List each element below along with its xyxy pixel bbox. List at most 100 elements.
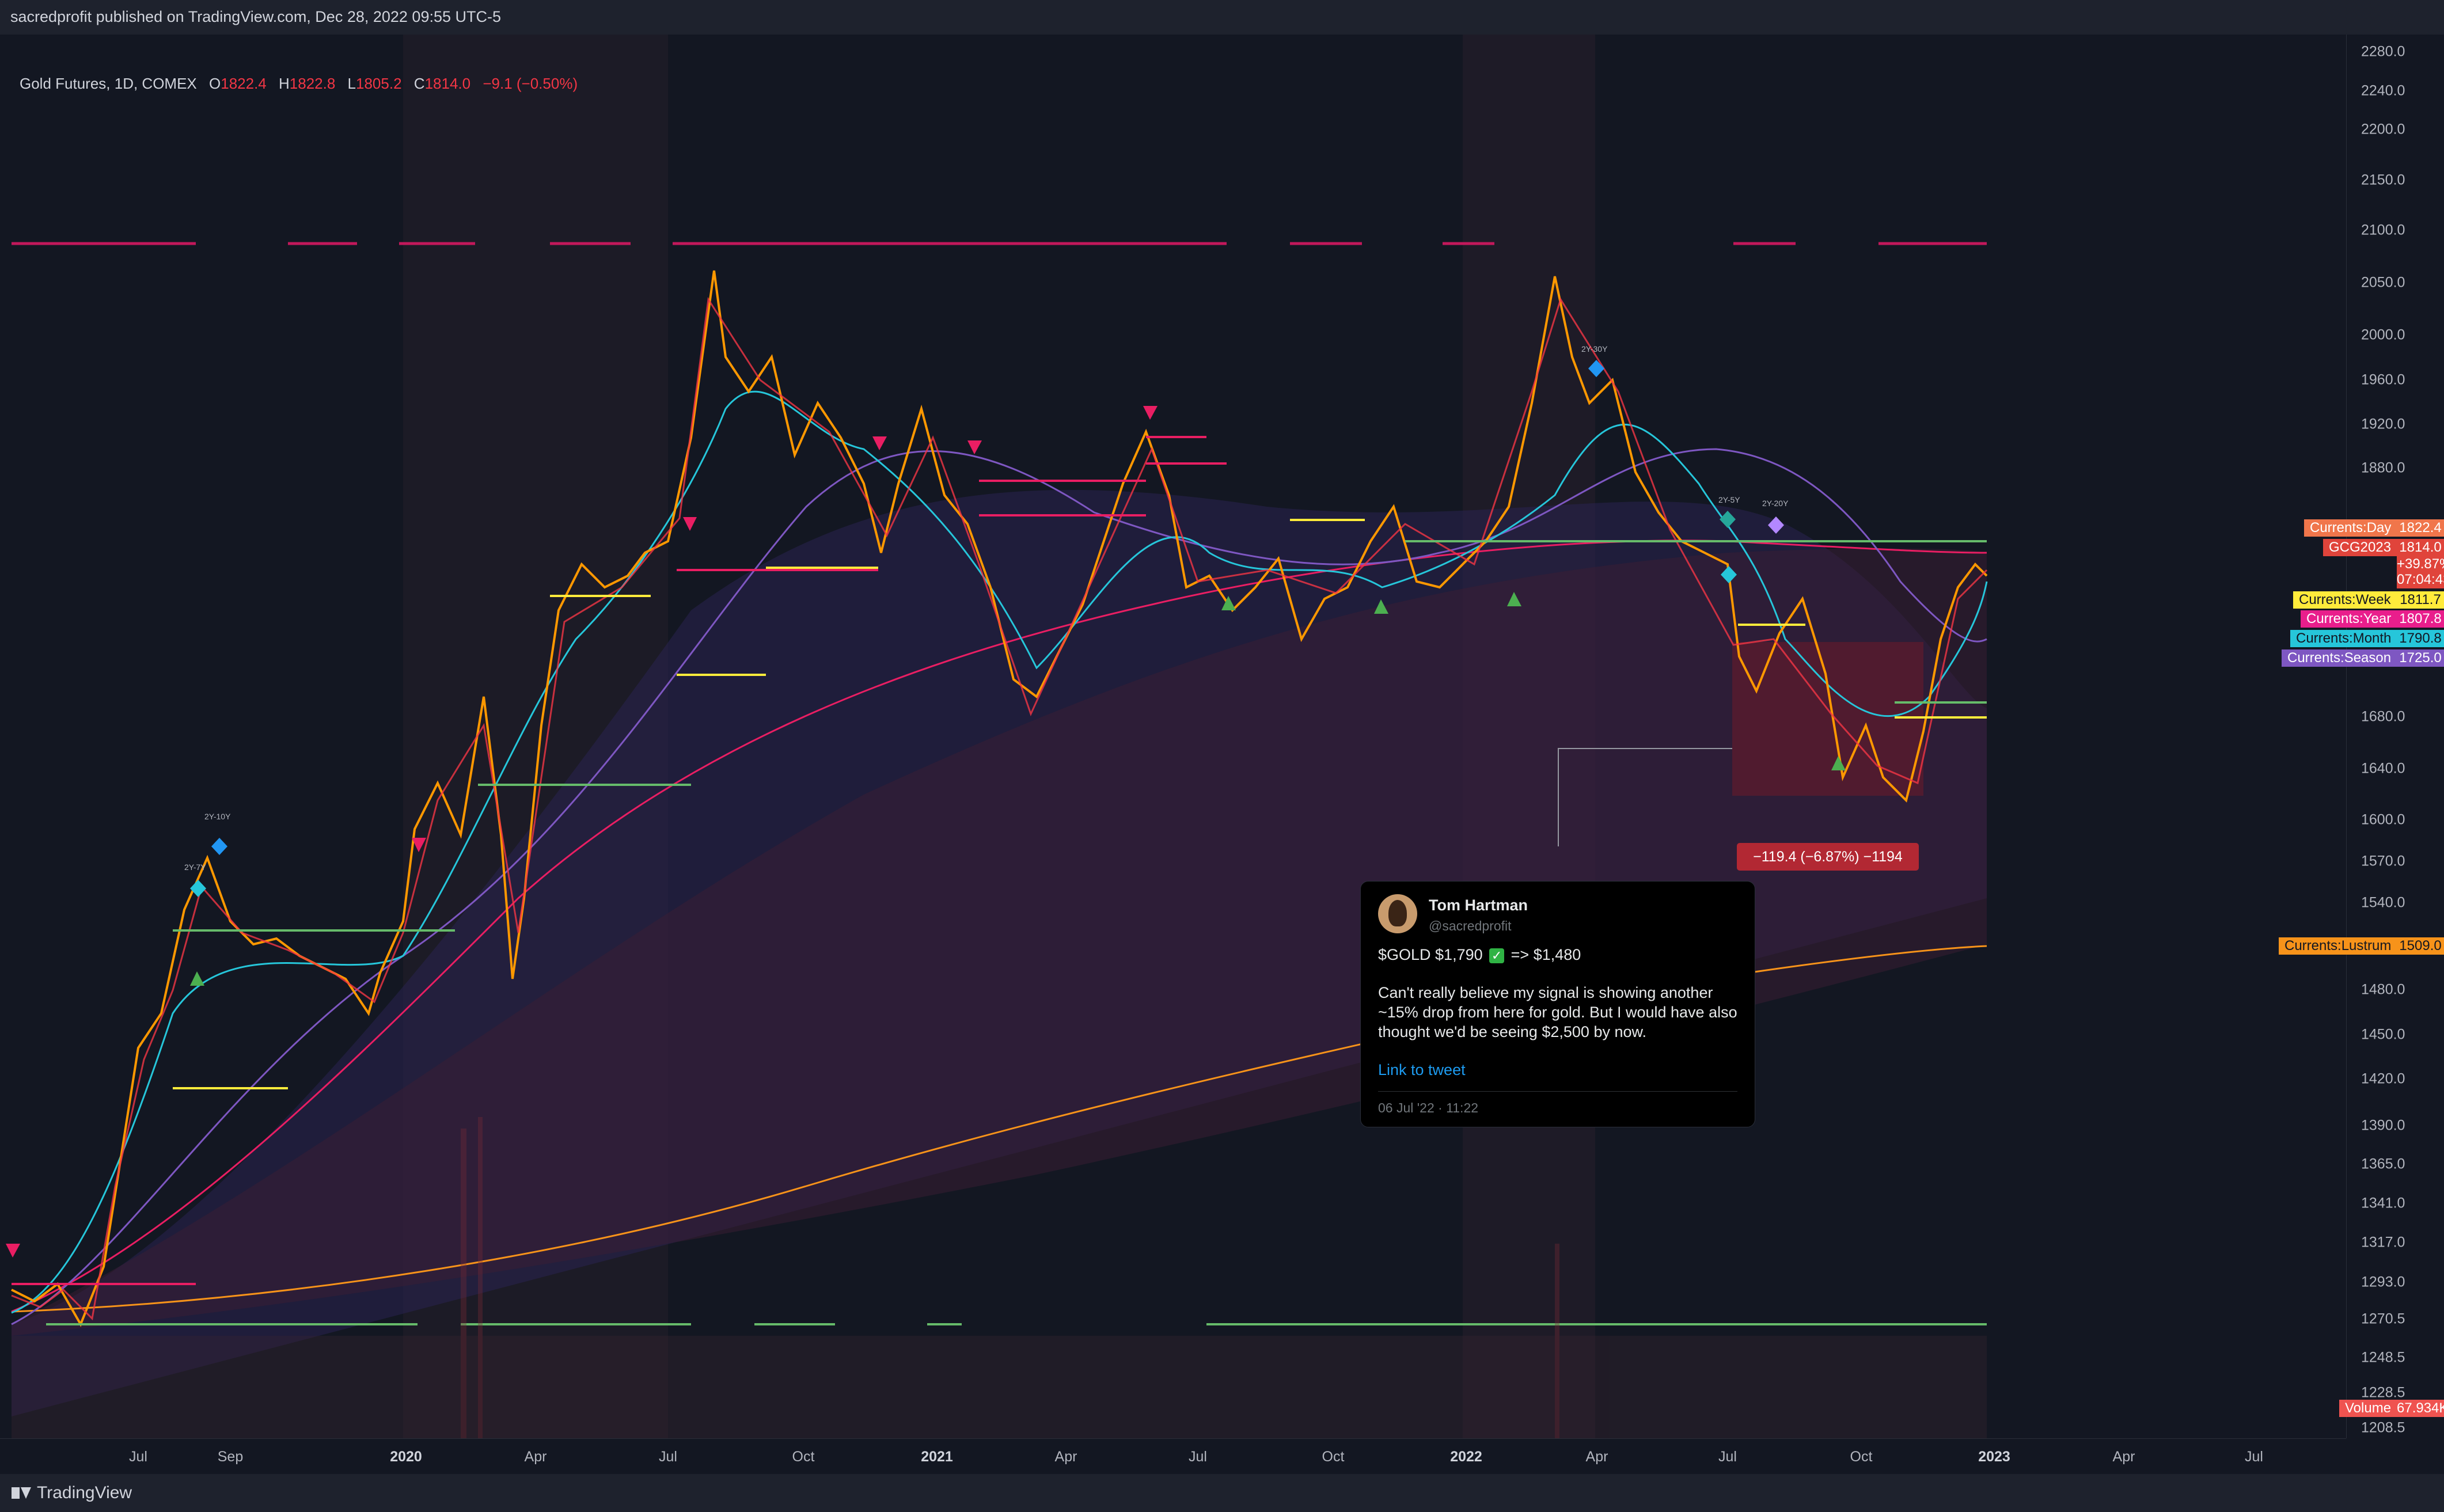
price-tick-label: 2280.0 (2361, 43, 2405, 60)
price-tick-label: 1600.0 (2361, 811, 2405, 828)
price-tick-label: 2000.0 (2361, 326, 2405, 343)
price-axis[interactable] (2346, 35, 2444, 1438)
marker-label: 2Y-30Y (1581, 344, 1608, 354)
indicator-value: 1790.8 (2397, 630, 2444, 647)
indicator-name: Currents:Lustrum (2279, 937, 2397, 955)
tweet-headline: $GOLD $1,790 ✓ => $1,480 (1378, 946, 1581, 963)
marker-triangle-down (683, 517, 697, 531)
indicator-name: Currents:Month (2290, 630, 2397, 647)
time-tick-label: 2020 (390, 1449, 422, 1465)
price-tick-label: 1640.0 (2361, 760, 2405, 776)
price-tick-label: 2100.0 (2361, 222, 2405, 238)
marker-label: 2Y-5Y (1718, 495, 1740, 504)
signal-markers (6, 360, 1846, 1258)
marker-triangle-down (1143, 406, 1158, 420)
time-tick-label: Jul (2245, 1449, 2263, 1465)
marker-diamond (211, 838, 227, 855)
price-chart[interactable] (0, 35, 2346, 1438)
time-tick-label: 2023 (1978, 1449, 2010, 1465)
marker-label: 2Y-7Y (184, 863, 206, 872)
price-tick-label: 2150.0 (2361, 172, 2405, 188)
price-tick-label: 1450.0 (2361, 1026, 2405, 1042)
indicator-name: Volume (2339, 1400, 2397, 1417)
marker-diamond (1720, 511, 1736, 528)
chart-pane[interactable]: Gold Futures, 1D, COMEX O1822.4 H1822.8 … (0, 35, 2346, 1438)
price-tick-label: 2050.0 (2361, 274, 2405, 291)
time-tick-label: Sep (217, 1449, 244, 1465)
marker-triangle-up (1374, 599, 1388, 614)
avatar (1378, 894, 1417, 933)
indicator-value: 67.934K (2397, 1400, 2444, 1417)
marker-triangle-down (6, 1244, 20, 1258)
lustrum-line (11, 945, 1987, 1313)
price-tick-label: 1317.0 (2361, 1234, 2405, 1251)
price-tick-label: 1540.0 (2361, 894, 2405, 911)
price-change: −9.1 (−0.50%) (483, 75, 578, 92)
year-cloud (12, 548, 1987, 1336)
price-tick-label: 1920.0 (2361, 416, 2405, 432)
time-tick-label: Apr (1585, 1449, 1608, 1465)
time-tick-label: Oct (1850, 1449, 1873, 1465)
marker-triangle-down (412, 838, 426, 852)
time-tick-label: Apr (524, 1449, 547, 1465)
ohlc-high: H1822.8 (279, 75, 336, 92)
marker-triangle-up (190, 971, 204, 986)
marker-diamond (1721, 566, 1737, 583)
tweet-link[interactable]: Link to tweet (1378, 1061, 1466, 1078)
price-tick-label: 1570.0 (2361, 853, 2405, 869)
footer-bar: TradingView (0, 1474, 2444, 1512)
time-tick-label: Jul (129, 1449, 147, 1465)
price-tick-label: 1208.5 (2361, 1419, 2405, 1436)
marker-triangle-down (872, 436, 887, 450)
price-tick-label: 1293.0 (2361, 1274, 2405, 1290)
price-tick-label: 1228.5 (2361, 1384, 2405, 1401)
indicator-value: 1509.0 (2397, 937, 2444, 955)
time-tick-label: Oct (1322, 1449, 1345, 1465)
symbol-legend[interactable]: Gold Futures, 1D, COMEX O1822.4 H1822.8 … (20, 75, 578, 93)
month-line (11, 390, 1988, 1314)
ohlc-low: L1805.2 (347, 75, 402, 92)
time-tick-label: Jul (659, 1449, 677, 1465)
tweet-author-handle: @sacredprofit (1429, 918, 1512, 933)
marker-diamond (190, 880, 206, 897)
tweet-card[interactable]: Tom Hartman @sacredprofit $GOLD $1,790 ✓… (1360, 881, 1755, 1127)
marker-triangle-down (967, 440, 982, 454)
tradingview-logo[interactable]: TradingView (12, 1483, 132, 1503)
indicator-value: 1807.8 (2397, 610, 2444, 628)
symbol-name[interactable]: Gold Futures, 1D, COMEX (20, 75, 197, 92)
indicator-name: Currents:Day (2304, 519, 2397, 537)
time-tick-label: Jul (1189, 1449, 1207, 1465)
price-tick-label: 1680.0 (2361, 708, 2405, 725)
price-tick-label: 1960.0 (2361, 371, 2405, 388)
measure-label[interactable]: −119.4 (−6.87%) −1194 (1737, 843, 1919, 871)
check-icon: ✓ (1489, 948, 1505, 963)
marker-label: 2Y-10Y (204, 812, 231, 821)
marker-diamond (1768, 516, 1784, 534)
tweet-author-name: Tom Hartman (1429, 896, 1528, 914)
marker-diamond (1588, 360, 1604, 377)
price-tick-label: 1341.0 (2361, 1195, 2405, 1211)
ohlc-open: O1822.4 (209, 75, 267, 92)
publisher-bar: sacredprofit published on TradingView.co… (0, 0, 2444, 35)
price-tick-label: 1880.0 (2361, 459, 2405, 476)
marker-label: 2Y-20Y (1762, 499, 1789, 508)
time-tick-label: 2021 (921, 1449, 953, 1465)
indicator-value: 1811.7 (2397, 591, 2444, 609)
tweet-date: 06 Jul '22 · 11:22 (1378, 1100, 1479, 1115)
price-tick-label: 1420.0 (2361, 1070, 2405, 1087)
tweet-connector (1558, 748, 1732, 846)
indicator-name: Currents:Week (2293, 591, 2397, 609)
price-tick-label: 2200.0 (2361, 121, 2405, 138)
brand-text: TradingView (37, 1483, 132, 1502)
indicator-value: 07:04:43 (2397, 571, 2444, 588)
time-axis[interactable] (0, 1438, 2346, 1475)
indicator-value: 1822.4 (2397, 519, 2444, 537)
indicator-value: +39.87% (2397, 556, 2444, 573)
divider (1378, 1091, 1737, 1092)
marker-triangle-up (1507, 592, 1521, 606)
indicator-name: GCG2023 (2323, 539, 2397, 556)
price-series-down (11, 297, 1988, 1321)
time-tick-label: Jul (1718, 1449, 1737, 1465)
price-tick-label: 1390.0 (2361, 1117, 2405, 1134)
tradingview-logo-icon (12, 1487, 31, 1499)
